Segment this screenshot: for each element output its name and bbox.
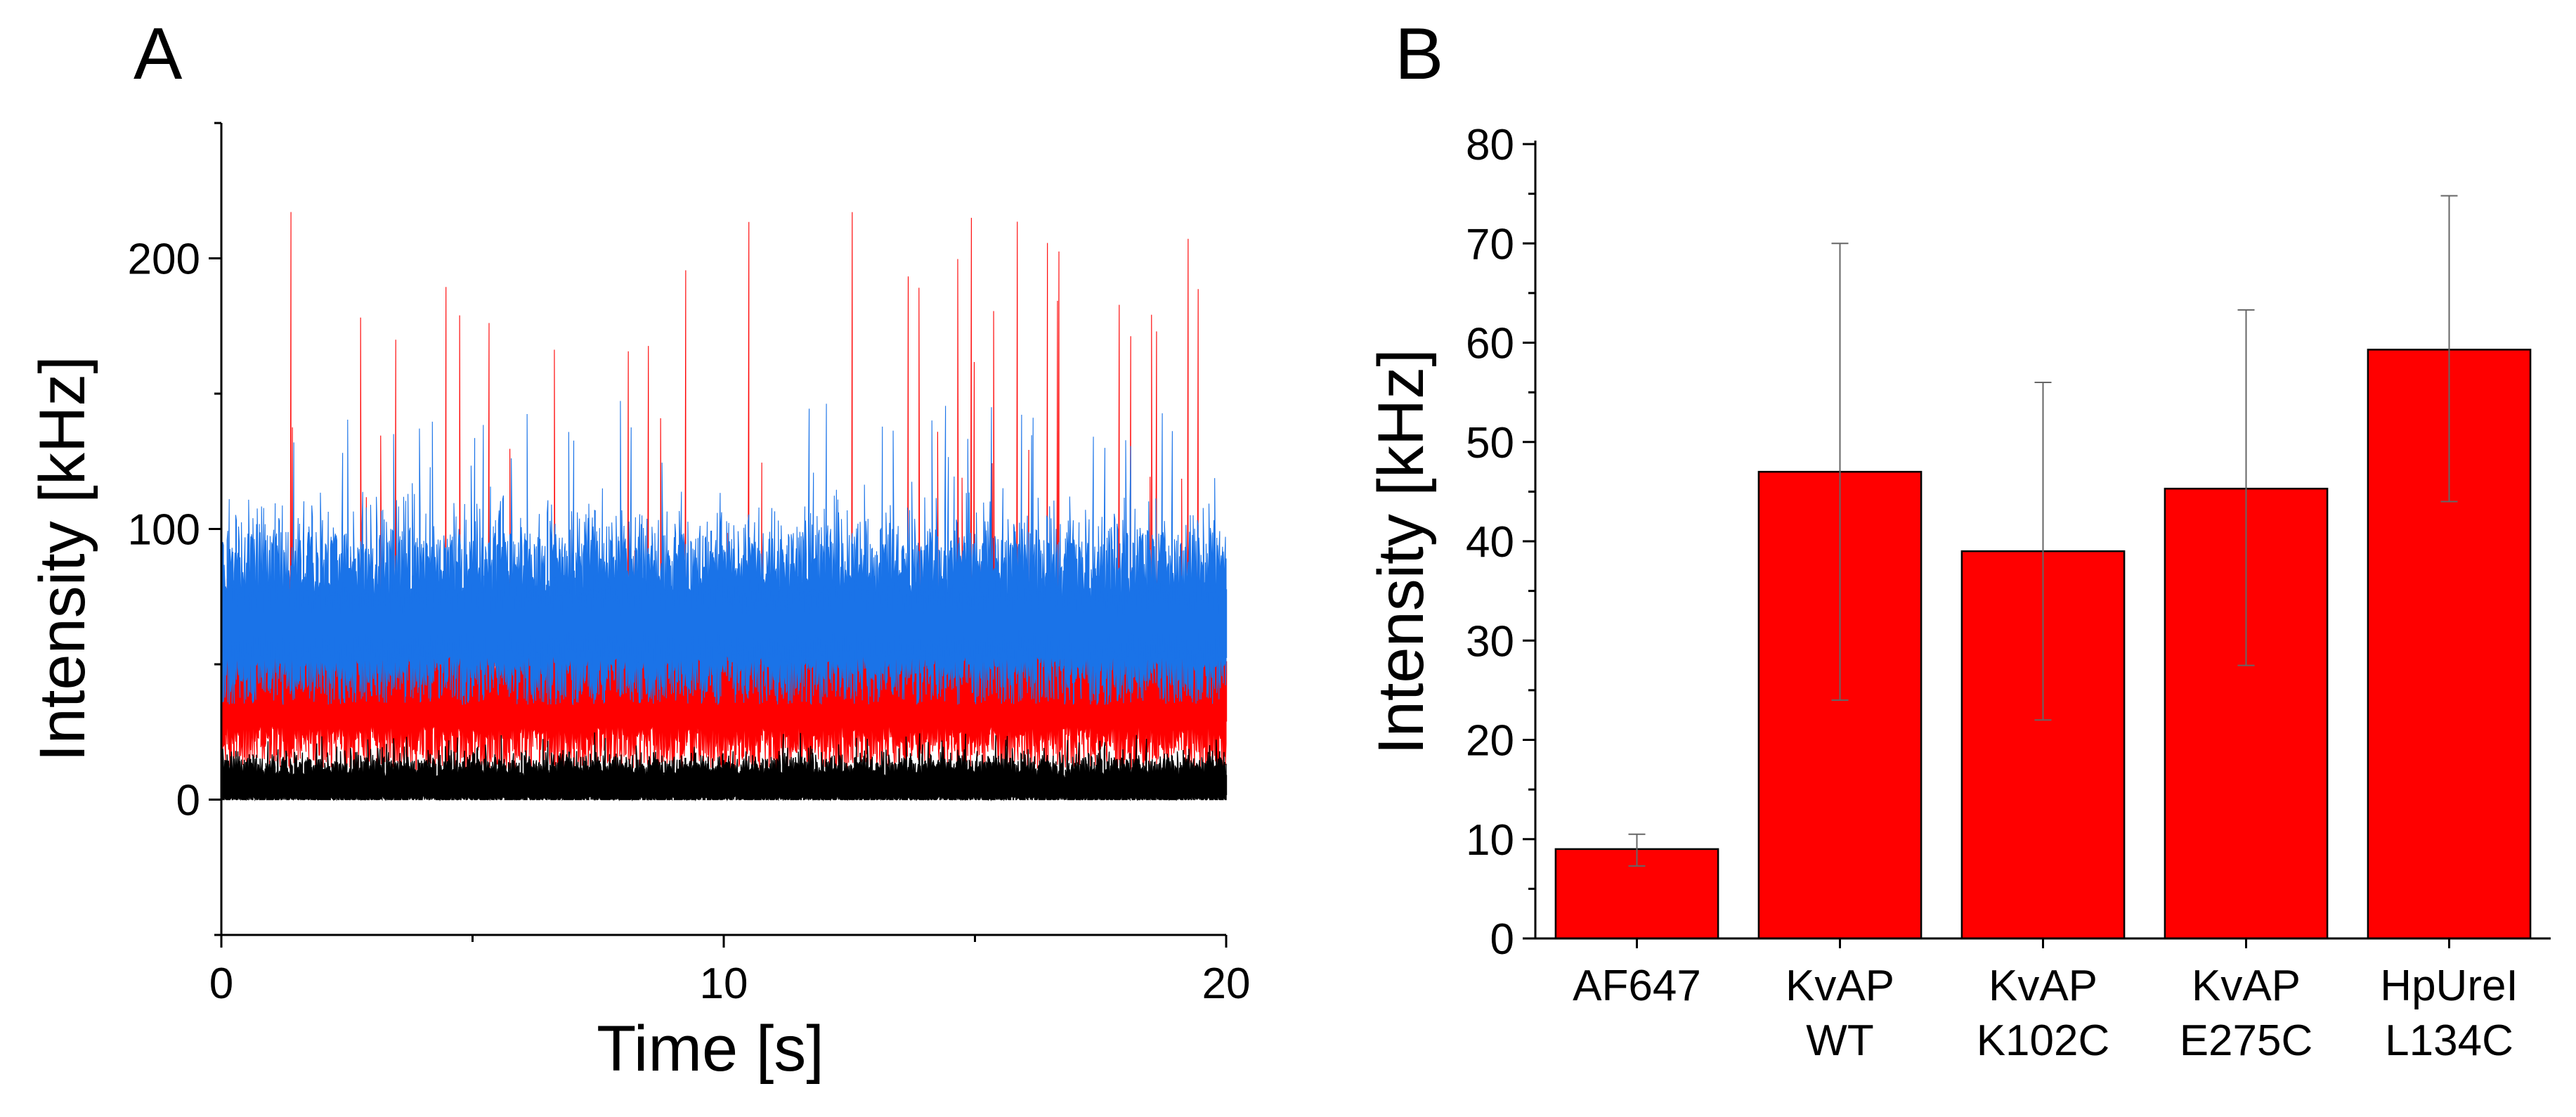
panel-b-y-title: Intensity [kHz] xyxy=(1365,349,1437,755)
category-label-line: KvAP xyxy=(1785,962,1894,1010)
panel-a-xtick-label: 10 xyxy=(700,960,748,1008)
panel-a-ytick-label: 100 xyxy=(128,506,200,555)
category-label-1: KvAP WT xyxy=(1785,962,1894,1065)
trace-1 xyxy=(220,401,1228,705)
panel-label-b: B xyxy=(1395,13,1443,95)
panel-b-ytick-label: 60 xyxy=(1466,320,1514,368)
category-label-line: E275C xyxy=(2180,1016,2313,1065)
panel-b-ytick-label: 0 xyxy=(1490,915,1514,964)
panel-b-ytick-label: 80 xyxy=(1466,121,1514,169)
category-label-line: AF647 xyxy=(1573,962,1701,1010)
panel-b-ytick-label: 50 xyxy=(1466,419,1514,467)
category-label-line: HpUreI xyxy=(2380,962,2518,1010)
category-label-line: L134C xyxy=(2385,1016,2513,1065)
panel-a-ytick-label: 200 xyxy=(128,235,200,284)
panel-b-chart: AF647 KvAP WT KvAP K102C KvAP E275C HpUreI L134C… xyxy=(1466,121,2551,1065)
category-label-2: KvAP K102C xyxy=(1977,962,2110,1065)
trace-2 xyxy=(220,732,1228,802)
trace-core-2 xyxy=(220,771,1228,799)
panel-a-xtick-label: 0 xyxy=(209,960,233,1008)
category-label-line: KvAP xyxy=(2192,962,2301,1010)
panel-b-ytick-label: 70 xyxy=(1466,220,1514,269)
category-label-line: K102C xyxy=(1977,1016,2110,1065)
panel-a-x-title: Time [s] xyxy=(597,1013,824,1085)
panel-b-ytick-label: 40 xyxy=(1466,518,1514,567)
panel-a-y-title: Intensity [kHz] xyxy=(27,356,98,762)
panel-a-xtick-label: 20 xyxy=(1202,960,1251,1008)
panel-b-ytick-label: 20 xyxy=(1466,717,1514,766)
panel-a-chart: 0 100 200 0 10 20 xyxy=(128,122,1251,1008)
category-label-3: KvAP E275C xyxy=(2180,962,2313,1065)
category-label-line: WT xyxy=(1806,1016,1873,1065)
panel-b-ytick-label: 10 xyxy=(1466,816,1514,865)
category-label-0: AF647 xyxy=(1573,962,1701,1010)
category-label-4: HpUreI L134C xyxy=(2380,962,2518,1065)
panel-label-a: A xyxy=(134,13,183,95)
category-label-line: KvAP xyxy=(1989,962,2097,1010)
trace-core-1 xyxy=(220,574,1228,667)
panel-b-ytick-label: 30 xyxy=(1466,617,1514,666)
panel-a-ytick-label: 0 xyxy=(176,777,200,825)
